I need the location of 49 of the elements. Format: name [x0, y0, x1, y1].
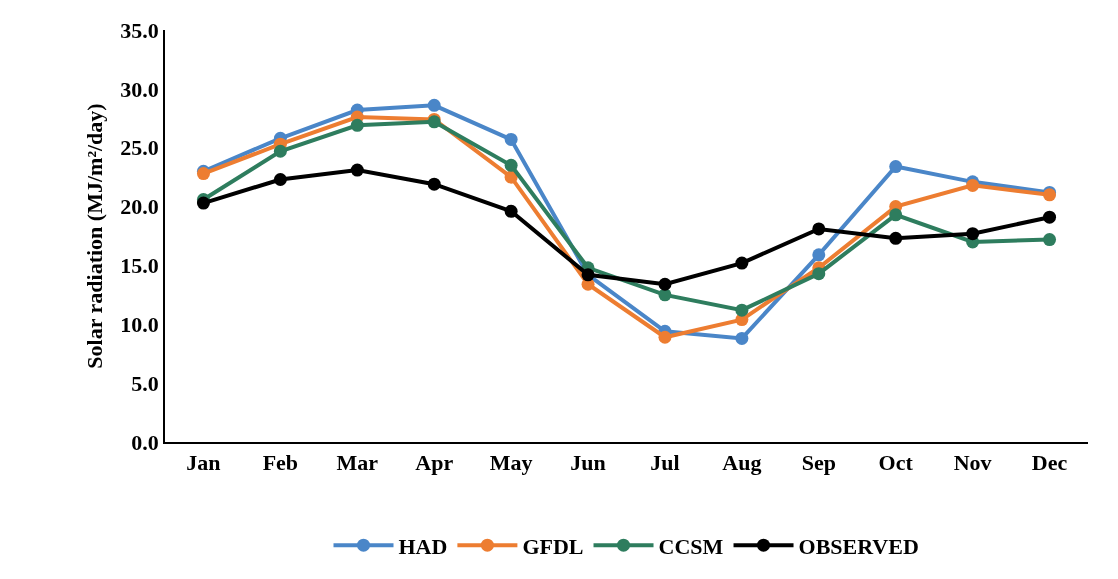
legend-label: OBSERVED: [798, 533, 919, 559]
y-tick-label: 15.0: [120, 253, 159, 279]
point: [273, 173, 287, 186]
x-tick-label: Mar: [336, 450, 379, 476]
x-tick-label: Aug: [722, 450, 762, 476]
x-tick-label: Dec: [1031, 450, 1068, 476]
point: [350, 163, 364, 177]
point: [966, 227, 980, 241]
x-tick-label: May: [489, 450, 533, 476]
y-tick-label: 20.0: [120, 194, 159, 220]
y-tick-label: 0.0: [131, 429, 159, 455]
point: [504, 132, 518, 146]
point: [196, 196, 210, 210]
point: [889, 160, 903, 174]
point: [735, 256, 749, 270]
x-tick-label: Apr: [415, 450, 454, 476]
point: [1043, 210, 1057, 224]
x-tick-label: Sep: [801, 450, 836, 476]
point: [889, 208, 903, 222]
point: [735, 331, 749, 345]
point: [273, 144, 287, 158]
point: [735, 303, 749, 317]
point: [812, 267, 826, 281]
y-tick-label: 5.0: [131, 370, 159, 396]
point: [1043, 233, 1057, 247]
legend-label: HAD: [398, 533, 448, 559]
point: [658, 330, 672, 344]
legend-label: GFDL: [522, 533, 584, 559]
point: [427, 177, 441, 191]
point: [812, 222, 826, 236]
y-tick-label: 10.0: [120, 311, 159, 337]
y-tick-label: 35.0: [120, 17, 159, 43]
x-tick-label: Jan: [186, 450, 221, 476]
point: [812, 248, 826, 262]
y-tick-label: 25.0: [120, 135, 159, 161]
x-tick-label: Feb: [262, 450, 299, 476]
point: [427, 98, 441, 112]
x-tick-label: Jul: [650, 450, 680, 476]
point: [889, 231, 903, 245]
y-tick-label: 30.0: [120, 76, 159, 102]
point: [658, 277, 672, 291]
point: [504, 204, 518, 218]
x-tick-label: Jun: [570, 450, 606, 476]
point: [504, 158, 518, 172]
x-tick-label: Nov: [953, 450, 992, 476]
legend-label: CCSM: [658, 533, 724, 559]
y-axis-title: Solar radiation (MJ/m²/day): [81, 103, 107, 369]
x-tick-label: Oct: [878, 450, 914, 476]
point: [350, 118, 364, 132]
